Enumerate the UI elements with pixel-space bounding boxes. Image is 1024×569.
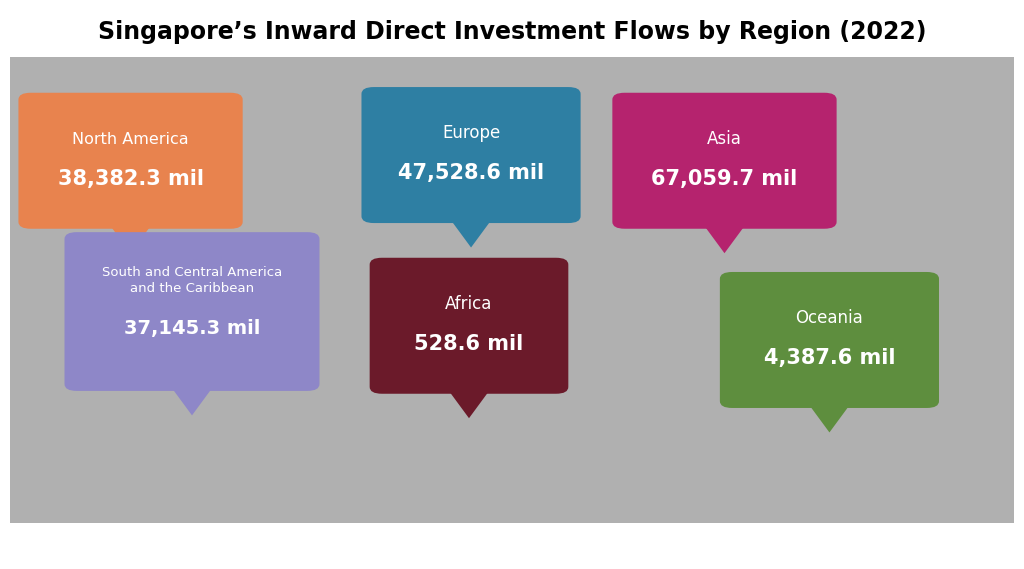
FancyBboxPatch shape [18, 93, 243, 229]
FancyBboxPatch shape [370, 258, 568, 394]
Text: South and Central America
and the Caribbean: South and Central America and the Caribb… [101, 266, 283, 295]
Text: Oceania: Oceania [796, 310, 863, 327]
Text: 67,059.7 mil: 67,059.7 mil [651, 169, 798, 189]
Text: 47,528.6 mil: 47,528.6 mil [398, 163, 544, 183]
Text: Asia: Asia [707, 130, 742, 148]
Text: Europe: Europe [442, 125, 500, 142]
Text: 37,145.3 mil: 37,145.3 mil [124, 319, 260, 338]
Text: Singapore’s Inward Direct Investment Flows by Region (2022): Singapore’s Inward Direct Investment Flo… [97, 20, 927, 44]
FancyBboxPatch shape [612, 93, 837, 229]
Text: 4,387.6 mil: 4,387.6 mil [764, 348, 895, 368]
FancyBboxPatch shape [65, 232, 319, 391]
Text: Africa: Africa [445, 295, 493, 313]
FancyBboxPatch shape [720, 272, 939, 408]
Polygon shape [108, 222, 154, 253]
Polygon shape [169, 384, 215, 415]
Polygon shape [447, 216, 494, 248]
FancyBboxPatch shape [361, 87, 581, 223]
Polygon shape [807, 401, 852, 432]
Text: North America: North America [73, 131, 188, 147]
Polygon shape [701, 222, 748, 253]
FancyBboxPatch shape [10, 57, 1014, 523]
Polygon shape [446, 387, 493, 418]
Text: 528.6 mil: 528.6 mil [415, 334, 523, 354]
Text: 38,382.3 mil: 38,382.3 mil [57, 169, 204, 189]
